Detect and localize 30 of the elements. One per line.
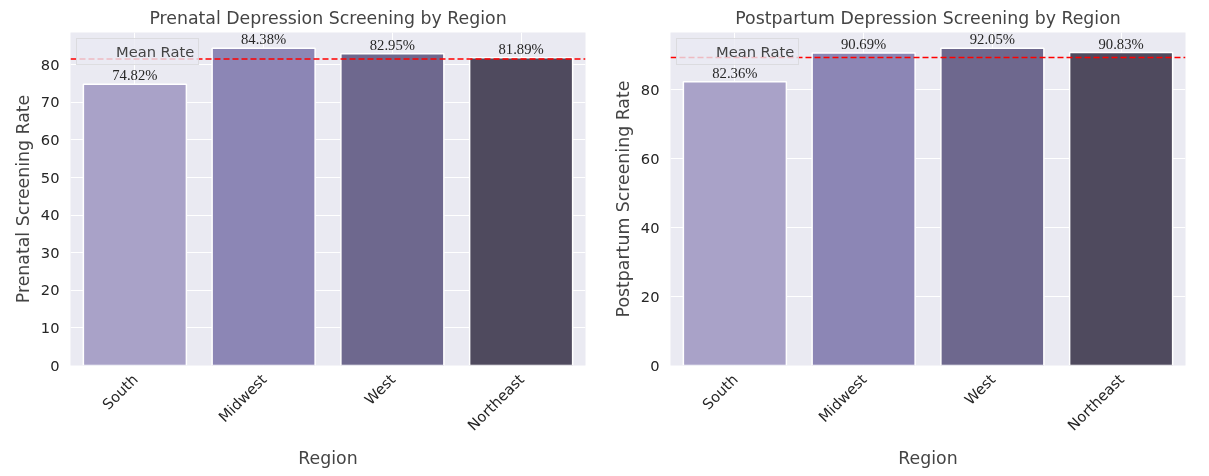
chart-title: Postpartum Depression Screening by Region xyxy=(735,7,1121,28)
y-tick-label: 20 xyxy=(40,281,60,299)
x-axis-title: Region xyxy=(898,447,958,468)
y-tick-label: 80 xyxy=(640,80,660,98)
data-label: 90.83% xyxy=(1098,35,1144,52)
y-tick-label: 60 xyxy=(40,130,60,148)
data-label: 84.38% xyxy=(241,31,287,48)
y-tick-label: 10 xyxy=(40,318,60,336)
ref-line-label: Mean Rate xyxy=(716,43,795,60)
ref-line-label: Mean Rate xyxy=(116,43,195,60)
data-label: 81.89% xyxy=(498,40,544,57)
y-tick-label: 60 xyxy=(640,149,660,167)
y-tick-label: 40 xyxy=(640,218,660,236)
y-tick-label: 0 xyxy=(50,356,60,374)
y-tick-label: 40 xyxy=(40,206,60,224)
y-tick-label: 80 xyxy=(40,55,60,73)
data-label: 82.95% xyxy=(369,36,415,53)
y-tick-label: 20 xyxy=(640,287,660,305)
y-axis-title: Prenatal Screening Rate xyxy=(12,94,33,304)
x-axis-title: Region xyxy=(298,447,358,468)
data-label: 90.69% xyxy=(841,36,887,53)
y-tick-label: 50 xyxy=(40,168,60,186)
chart-title: Prenatal Depression Screening by Region xyxy=(149,7,507,28)
y-tick-label: 70 xyxy=(40,93,60,111)
y-axis-title: Postpartum Screening Rate xyxy=(612,80,633,318)
y-tick-label: 0 xyxy=(650,356,660,374)
data-label: 92.05% xyxy=(969,31,1015,48)
data-label: 82.36% xyxy=(712,64,758,81)
data-label: 74.82% xyxy=(112,67,158,84)
y-tick-label: 30 xyxy=(40,243,60,261)
